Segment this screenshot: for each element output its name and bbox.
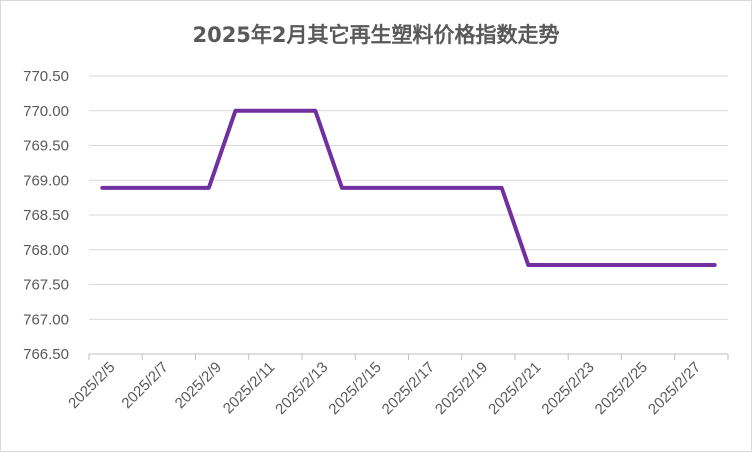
y-tick-label: 768.50: [23, 207, 69, 224]
y-tick-label: 767.50: [23, 277, 69, 294]
y-tick-label: 769.50: [23, 138, 69, 155]
y-tick-label: 766.50: [23, 346, 69, 363]
y-tick-label: 769.00: [23, 172, 69, 189]
x-tick-label: 2025/2/19: [432, 359, 491, 418]
chart-title: 2025年2月其它再生塑料价格指数走势: [192, 23, 560, 47]
y-tick-label: 770.00: [23, 103, 69, 120]
x-tick-label: 2025/2/11: [220, 359, 278, 417]
x-tick-label: 2025/2/7: [118, 359, 171, 412]
x-tick-label: 2025/2/9: [172, 359, 225, 412]
y-tick-label: 768.00: [23, 242, 69, 259]
x-tick-label: 2025/2/13: [272, 359, 331, 418]
x-tick-label: 2025/2/5: [65, 359, 118, 412]
x-tick-label: 2025/2/25: [592, 359, 651, 418]
x-tick-label: 2025/2/15: [325, 359, 384, 418]
series-line: [100, 108, 717, 268]
x-tick-label: 2025/2/17: [379, 359, 438, 418]
y-tick-label: 767.00: [23, 311, 69, 328]
x-tick-label: 2025/2/27: [645, 359, 704, 418]
y-tick-label: 770.50: [23, 68, 69, 85]
x-tick-label: 2025/2/23: [538, 359, 597, 418]
x-tick-label: 2025/2/21: [485, 359, 544, 418]
